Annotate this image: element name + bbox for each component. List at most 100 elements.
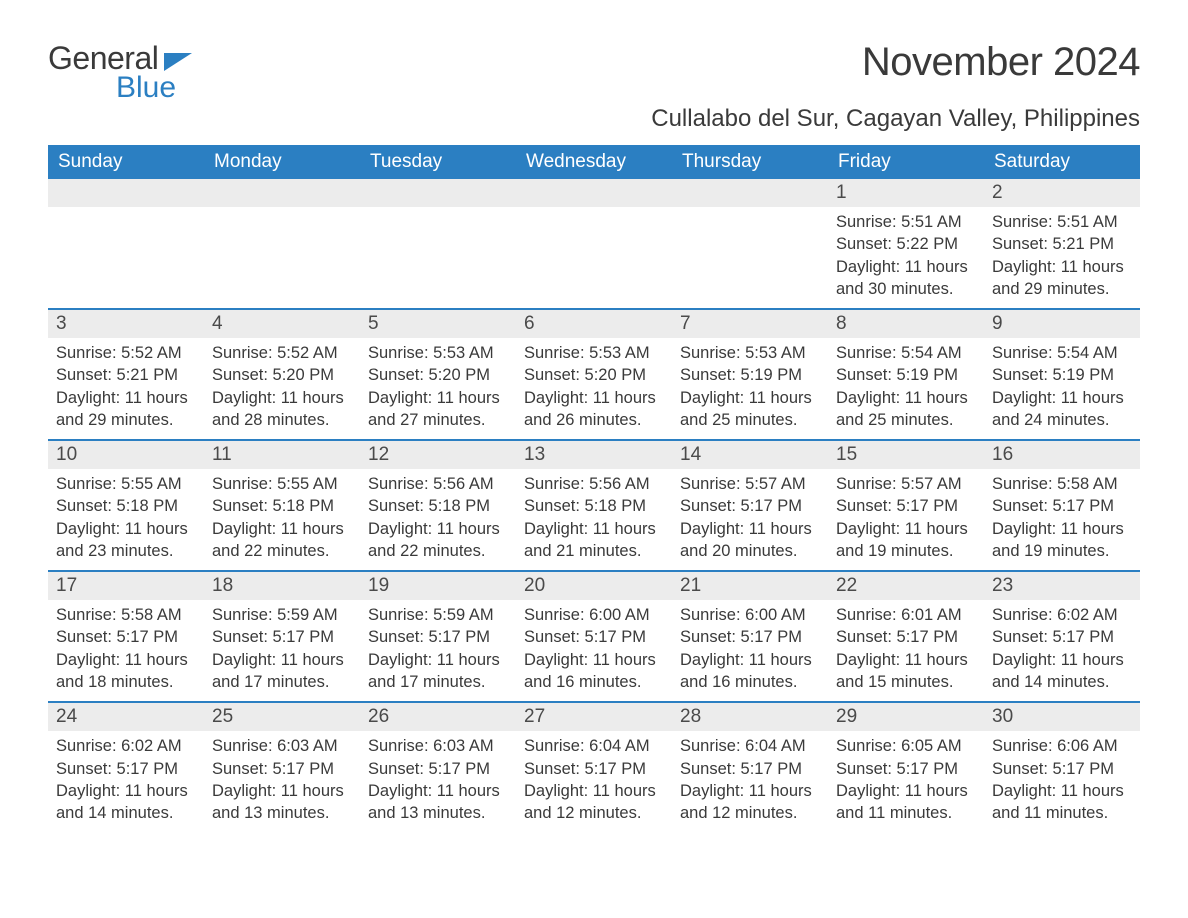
day-info: Sunrise: 5:54 AMSunset: 5:19 PMDaylight:… <box>828 338 984 439</box>
day-number: 5 <box>360 310 516 338</box>
sunset-text: Sunset: 5:17 PM <box>524 626 664 648</box>
daylight-text: Daylight: 11 hours and 23 minutes. <box>56 518 196 563</box>
day-number: 30 <box>984 703 1140 731</box>
daylight-text: Daylight: 11 hours and 14 minutes. <box>56 780 196 825</box>
day-info: Sunrise: 6:06 AMSunset: 5:17 PMDaylight:… <box>984 731 1140 832</box>
day-cell: 23Sunrise: 6:02 AMSunset: 5:17 PMDayligh… <box>984 572 1140 701</box>
day-number <box>48 179 204 207</box>
day-number: 23 <box>984 572 1140 600</box>
sunrise-text: Sunrise: 5:59 AM <box>212 604 352 626</box>
day-info: Sunrise: 6:03 AMSunset: 5:17 PMDaylight:… <box>204 731 360 832</box>
sunrise-text: Sunrise: 6:02 AM <box>992 604 1132 626</box>
day-cell: 28Sunrise: 6:04 AMSunset: 5:17 PMDayligh… <box>672 703 828 832</box>
day-number: 26 <box>360 703 516 731</box>
sunrise-text: Sunrise: 6:03 AM <box>212 735 352 757</box>
daylight-text: Daylight: 11 hours and 11 minutes. <box>836 780 976 825</box>
sunset-text: Sunset: 5:21 PM <box>56 364 196 386</box>
sunrise-text: Sunrise: 6:01 AM <box>836 604 976 626</box>
day-number: 13 <box>516 441 672 469</box>
day-info: Sunrise: 5:56 AMSunset: 5:18 PMDaylight:… <box>360 469 516 570</box>
day-cell: 27Sunrise: 6:04 AMSunset: 5:17 PMDayligh… <box>516 703 672 832</box>
day-number: 27 <box>516 703 672 731</box>
day-header-cell: Tuesday <box>360 145 516 179</box>
daylight-text: Daylight: 11 hours and 22 minutes. <box>212 518 352 563</box>
day-info: Sunrise: 5:52 AMSunset: 5:21 PMDaylight:… <box>48 338 204 439</box>
daylight-text: Daylight: 11 hours and 19 minutes. <box>992 518 1132 563</box>
day-cell: 18Sunrise: 5:59 AMSunset: 5:17 PMDayligh… <box>204 572 360 701</box>
sunset-text: Sunset: 5:17 PM <box>992 758 1132 780</box>
day-cell: 29Sunrise: 6:05 AMSunset: 5:17 PMDayligh… <box>828 703 984 832</box>
day-header-cell: Sunday <box>48 145 204 179</box>
day-header-cell: Monday <box>204 145 360 179</box>
day-number: 19 <box>360 572 516 600</box>
day-info: Sunrise: 5:55 AMSunset: 5:18 PMDaylight:… <box>48 469 204 570</box>
day-cell: 17Sunrise: 5:58 AMSunset: 5:17 PMDayligh… <box>48 572 204 701</box>
day-number <box>360 179 516 207</box>
day-cell: 26Sunrise: 6:03 AMSunset: 5:17 PMDayligh… <box>360 703 516 832</box>
day-number: 21 <box>672 572 828 600</box>
day-cell <box>204 179 360 308</box>
day-number: 6 <box>516 310 672 338</box>
day-info: Sunrise: 5:55 AMSunset: 5:18 PMDaylight:… <box>204 469 360 570</box>
day-number: 15 <box>828 441 984 469</box>
day-number: 1 <box>828 179 984 207</box>
day-cell: 15Sunrise: 5:57 AMSunset: 5:17 PMDayligh… <box>828 441 984 570</box>
day-cell: 25Sunrise: 6:03 AMSunset: 5:17 PMDayligh… <box>204 703 360 832</box>
week-row: 10Sunrise: 5:55 AMSunset: 5:18 PMDayligh… <box>48 439 1140 570</box>
day-number: 9 <box>984 310 1140 338</box>
day-cell: 30Sunrise: 6:06 AMSunset: 5:17 PMDayligh… <box>984 703 1140 832</box>
daylight-text: Daylight: 11 hours and 13 minutes. <box>212 780 352 825</box>
day-info: Sunrise: 6:00 AMSunset: 5:17 PMDaylight:… <box>516 600 672 701</box>
day-info: Sunrise: 5:51 AMSunset: 5:22 PMDaylight:… <box>828 207 984 308</box>
daylight-text: Daylight: 11 hours and 16 minutes. <box>524 649 664 694</box>
day-cell: 22Sunrise: 6:01 AMSunset: 5:17 PMDayligh… <box>828 572 984 701</box>
day-info: Sunrise: 6:03 AMSunset: 5:17 PMDaylight:… <box>360 731 516 832</box>
sunrise-text: Sunrise: 5:53 AM <box>524 342 664 364</box>
location-subtitle: Cullalabo del Sur, Cagayan Valley, Phili… <box>651 105 1140 133</box>
daylight-text: Daylight: 11 hours and 14 minutes. <box>992 649 1132 694</box>
sunrise-text: Sunrise: 5:51 AM <box>836 211 976 233</box>
day-number: 12 <box>360 441 516 469</box>
daylight-text: Daylight: 11 hours and 19 minutes. <box>836 518 976 563</box>
sunrise-text: Sunrise: 5:57 AM <box>680 473 820 495</box>
sunrise-text: Sunrise: 5:53 AM <box>368 342 508 364</box>
day-cell: 11Sunrise: 5:55 AMSunset: 5:18 PMDayligh… <box>204 441 360 570</box>
day-info: Sunrise: 5:57 AMSunset: 5:17 PMDaylight:… <box>672 469 828 570</box>
day-header-cell: Saturday <box>984 145 1140 179</box>
daylight-text: Daylight: 11 hours and 18 minutes. <box>56 649 196 694</box>
daylight-text: Daylight: 11 hours and 12 minutes. <box>524 780 664 825</box>
day-number: 3 <box>48 310 204 338</box>
sunrise-text: Sunrise: 5:55 AM <box>56 473 196 495</box>
day-number <box>204 179 360 207</box>
day-number: 17 <box>48 572 204 600</box>
day-number: 28 <box>672 703 828 731</box>
sunrise-text: Sunrise: 5:52 AM <box>56 342 196 364</box>
sunrise-text: Sunrise: 5:53 AM <box>680 342 820 364</box>
logo-triangle-icon <box>164 53 192 71</box>
day-header-row: SundayMondayTuesdayWednesdayThursdayFrid… <box>48 145 1140 179</box>
sunrise-text: Sunrise: 6:00 AM <box>524 604 664 626</box>
daylight-text: Daylight: 11 hours and 25 minutes. <box>680 387 820 432</box>
sunset-text: Sunset: 5:17 PM <box>368 758 508 780</box>
daylight-text: Daylight: 11 hours and 29 minutes. <box>992 256 1132 301</box>
day-cell <box>516 179 672 308</box>
day-cell: 12Sunrise: 5:56 AMSunset: 5:18 PMDayligh… <box>360 441 516 570</box>
day-cell: 9Sunrise: 5:54 AMSunset: 5:19 PMDaylight… <box>984 310 1140 439</box>
day-number: 18 <box>204 572 360 600</box>
sunset-text: Sunset: 5:22 PM <box>836 233 976 255</box>
day-cell: 1Sunrise: 5:51 AMSunset: 5:22 PMDaylight… <box>828 179 984 308</box>
sunrise-text: Sunrise: 5:57 AM <box>836 473 976 495</box>
day-cell: 20Sunrise: 6:00 AMSunset: 5:17 PMDayligh… <box>516 572 672 701</box>
week-row: 17Sunrise: 5:58 AMSunset: 5:17 PMDayligh… <box>48 570 1140 701</box>
day-info: Sunrise: 6:02 AMSunset: 5:17 PMDaylight:… <box>48 731 204 832</box>
day-info: Sunrise: 5:52 AMSunset: 5:20 PMDaylight:… <box>204 338 360 439</box>
day-info: Sunrise: 6:01 AMSunset: 5:17 PMDaylight:… <box>828 600 984 701</box>
sunset-text: Sunset: 5:17 PM <box>836 626 976 648</box>
sunset-text: Sunset: 5:18 PM <box>212 495 352 517</box>
daylight-text: Daylight: 11 hours and 17 minutes. <box>368 649 508 694</box>
daylight-text: Daylight: 11 hours and 28 minutes. <box>212 387 352 432</box>
day-number: 22 <box>828 572 984 600</box>
sunset-text: Sunset: 5:20 PM <box>212 364 352 386</box>
daylight-text: Daylight: 11 hours and 30 minutes. <box>836 256 976 301</box>
daylight-text: Daylight: 11 hours and 20 minutes. <box>680 518 820 563</box>
